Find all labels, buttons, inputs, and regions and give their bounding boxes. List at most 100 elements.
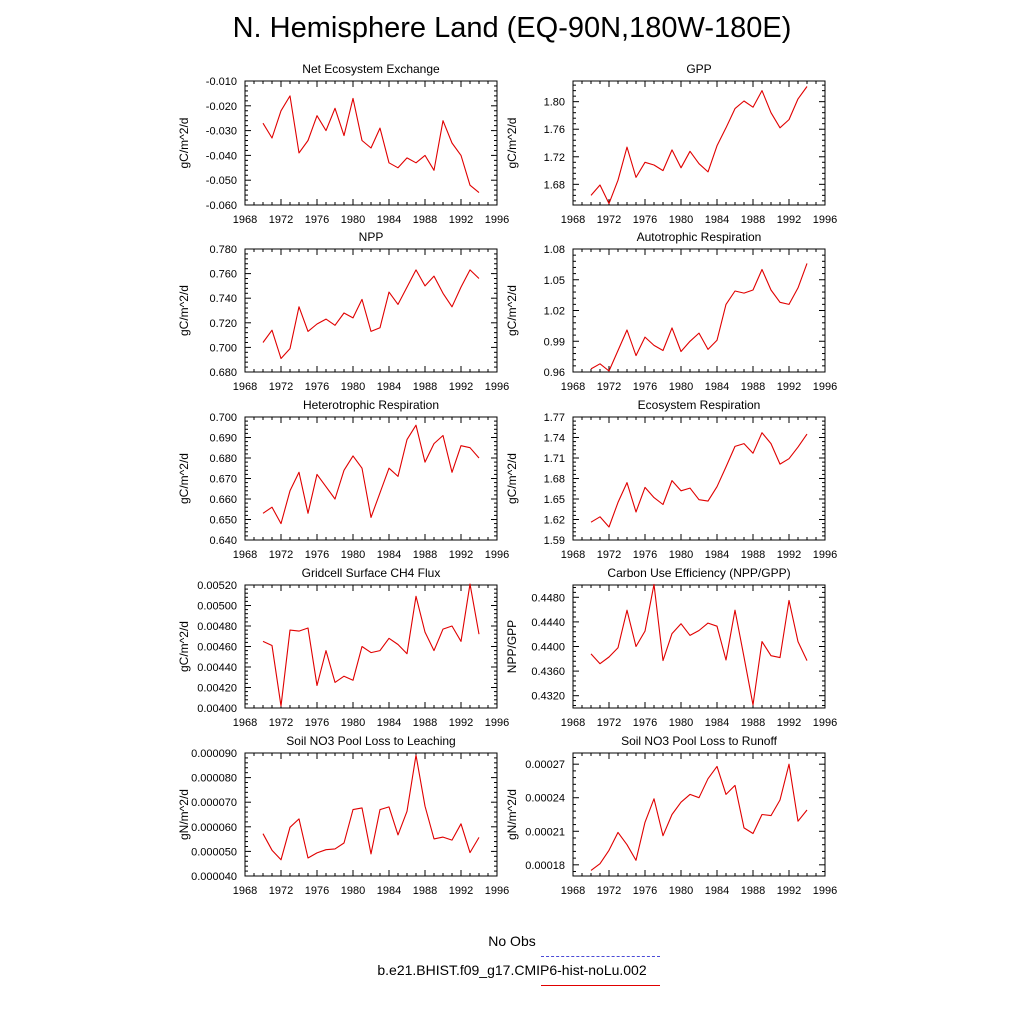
y-axis-label: gN/m^2/d — [505, 789, 519, 840]
y-tick-label: 0.000040 — [191, 871, 237, 883]
x-tick-label: 1972 — [597, 885, 621, 897]
y-tick-label: 0.4320 — [531, 691, 565, 703]
chart-ecosystem-respiration: Ecosystem Respiration gC/m^2/d 1968 1972 197… — [505, 398, 837, 561]
chart-title: Carbon Use Efficiency (NPP/GPP) — [607, 566, 790, 580]
x-tick-label: 1992 — [777, 214, 801, 226]
x-tick-label: 1996 — [813, 214, 837, 226]
x-tick-label: 1972 — [269, 381, 293, 393]
x-tick-label: 1980 — [341, 885, 365, 897]
chart-title: Heterotrophic Respiration — [303, 398, 439, 412]
series-line — [262, 424, 480, 525]
x-tick-label: 1980 — [669, 717, 693, 729]
y-tick-label: 0.96 — [544, 367, 565, 379]
series-line — [590, 86, 808, 205]
x-tick-label: 1992 — [449, 214, 473, 226]
chart-title: NPP — [359, 230, 384, 244]
y-tick-label: -0.010 — [206, 76, 237, 88]
x-tick-label: 1992 — [449, 717, 473, 729]
chart-carbon-use-efficiency-npp-gpp: Carbon Use Efficiency (NPP/GPP) NPP/GPP 19… — [505, 566, 837, 729]
y-tick-label: 1.59 — [544, 535, 565, 547]
chart-title: Ecosystem Respiration — [638, 398, 761, 412]
x-tick-label: 1976 — [633, 214, 657, 226]
x-tick-label: 1988 — [413, 717, 437, 729]
x-tick-label: 1988 — [413, 885, 437, 897]
chart-gpp: GPP gC/m^2/d 1968 1972 1976 1980 1984 1988 1992 1… — [505, 62, 837, 226]
x-tick-label: 1988 — [741, 381, 765, 393]
x-tick-label: 1972 — [269, 214, 293, 226]
x-tick-label: 1988 — [413, 214, 437, 226]
x-tick-label: 1980 — [669, 381, 693, 393]
y-tick-label: 0.00018 — [525, 860, 565, 872]
x-tick-label: 1968 — [233, 885, 257, 897]
chart-title: Soil NO3 Pool Loss to Leaching — [286, 734, 455, 748]
y-tick-label: 0.000070 — [191, 797, 237, 809]
x-tick-label: 1984 — [377, 549, 401, 561]
x-tick-label: 1976 — [633, 885, 657, 897]
y-tick-label: -0.050 — [206, 175, 237, 187]
x-tick-label: 1996 — [813, 549, 837, 561]
legend-label-model: b.e21.BHIST.f09_g17.CMIP6-hist-noLu.002 — [377, 962, 647, 978]
y-tick-label: 0.000090 — [191, 748, 237, 760]
y-axis-label: gC/m^2/d — [177, 453, 191, 504]
y-tick-label: 0.00440 — [197, 662, 237, 674]
y-tick-label: 0.00460 — [197, 642, 237, 654]
x-tick-label: 1988 — [741, 214, 765, 226]
y-tick-label: 0.00021 — [525, 826, 565, 838]
y-axis-label: gC/m^2/d — [505, 453, 519, 504]
y-tick-label: 1.02 — [544, 306, 565, 318]
x-tick-label: 1996 — [813, 381, 837, 393]
series-line — [590, 583, 808, 706]
y-tick-label: 0.00027 — [525, 759, 565, 771]
y-tick-label: 0.660 — [209, 494, 237, 506]
y-tick-label: 1.71 — [544, 453, 565, 465]
y-tick-label: 0.740 — [209, 293, 237, 305]
x-tick-label: 1984 — [705, 214, 729, 226]
x-tick-label: 1980 — [341, 717, 365, 729]
y-tick-label: 0.690 — [209, 433, 237, 445]
y-tick-label: 1.05 — [544, 275, 565, 287]
page-title: N. Hemisphere Land (EQ-90N,180W-180E) — [232, 12, 792, 44]
y-tick-label: 0.700 — [209, 342, 237, 354]
x-tick-label: 1968 — [233, 381, 257, 393]
y-tick-label: 0.00400 — [197, 703, 237, 715]
y-tick-label: 0.680 — [209, 367, 237, 379]
chart-autotrophic-respiration: Autotrophic Respiration gC/m^2/d 1968 1972 1… — [505, 230, 837, 393]
x-tick-label: 1984 — [377, 381, 401, 393]
plot-frame — [572, 80, 826, 206]
plot-frame — [244, 752, 498, 877]
series-line — [262, 269, 480, 360]
x-tick-label: 1980 — [341, 381, 365, 393]
y-tick-label: 0.700 — [209, 412, 237, 424]
y-axis-label: gN/m^2/d — [177, 789, 191, 840]
y-axis-label: gC/m^2/d — [177, 118, 191, 169]
x-tick-label: 1972 — [269, 717, 293, 729]
legend-line-no-obs — [541, 956, 660, 957]
chart-title: Net Ecosystem Exchange — [302, 62, 440, 76]
y-tick-label: 0.000050 — [191, 846, 237, 858]
x-tick-label: 1976 — [305, 381, 329, 393]
y-axis-label: gC/m^2/d — [505, 118, 519, 169]
x-tick-label: 1976 — [305, 214, 329, 226]
x-tick-label: 1976 — [305, 885, 329, 897]
y-tick-label: 0.00480 — [197, 621, 237, 633]
x-tick-label: 1988 — [413, 381, 437, 393]
x-tick-label: 1984 — [705, 381, 729, 393]
y-tick-label: 0.4480 — [531, 592, 565, 604]
y-tick-label: 0.720 — [209, 318, 237, 330]
x-tick-label: 1972 — [269, 885, 293, 897]
x-tick-label: 1976 — [633, 717, 657, 729]
chart-soil-no3-pool-loss-to-runoff: Soil NO3 Pool Loss to Runoff gN/m^2/d 1968… — [505, 734, 837, 897]
x-tick-label: 1988 — [741, 717, 765, 729]
chart-heterotrophic-respiration: Heterotrophic Respiration gC/m^2/d 1968 197… — [177, 398, 509, 561]
x-tick-label: 1968 — [561, 381, 585, 393]
x-tick-label: 1980 — [669, 214, 693, 226]
x-tick-label: 1988 — [741, 549, 765, 561]
y-tick-label: -0.040 — [206, 150, 237, 162]
y-tick-label: 1.76 — [544, 124, 565, 136]
y-tick-label: 0.4360 — [531, 666, 565, 678]
y-axis-label: gC/m^2/d — [505, 285, 519, 336]
series-line — [590, 763, 808, 871]
y-tick-label: 1.77 — [544, 412, 565, 424]
plot-frame — [572, 584, 826, 709]
